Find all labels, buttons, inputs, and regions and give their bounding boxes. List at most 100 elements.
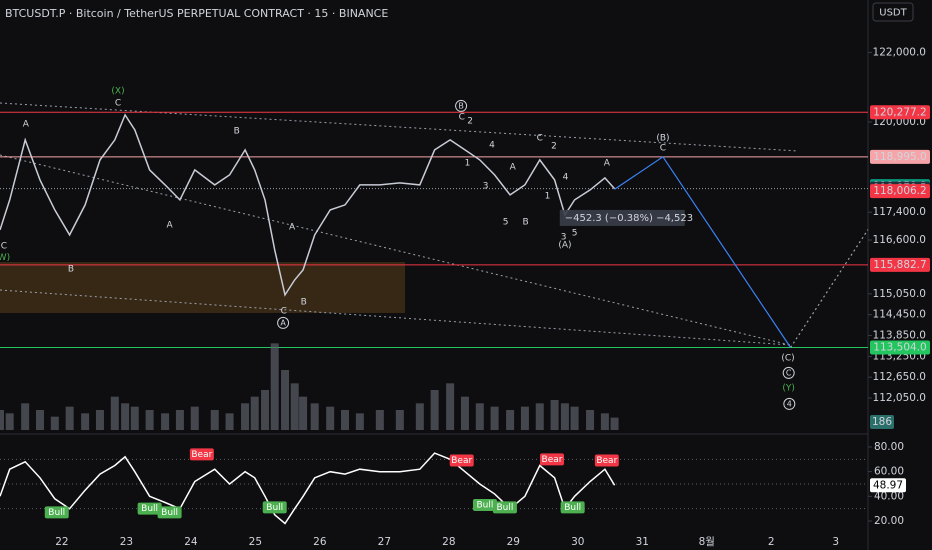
wave-label: A: [280, 318, 286, 327]
volume-bar: [475, 403, 484, 430]
price-tag: [870, 257, 930, 272]
wave-label: 3: [561, 232, 567, 242]
measure-label: −452.3 (−0.38%) −4,523: [565, 213, 693, 224]
wave-label: W): [0, 253, 10, 263]
wave-label: A: [289, 222, 296, 232]
wave-label: B: [458, 101, 464, 110]
volume-bar: [341, 410, 350, 430]
signal-box: [157, 506, 182, 519]
volume-bar: [5, 413, 14, 430]
wave-label: B: [234, 126, 240, 136]
volume-bar: [375, 410, 384, 430]
volume-bar: [50, 416, 59, 430]
wave-label: 1: [465, 158, 471, 168]
y-tick-label: 122,000.0: [873, 46, 926, 58]
wave-label: 1: [545, 191, 551, 201]
wave-label: 3: [483, 181, 489, 191]
volume-bar: [110, 396, 119, 430]
signal-label: Bull: [161, 508, 178, 518]
wave-label: 5: [503, 217, 509, 227]
y-tick-label: 40.00: [874, 490, 904, 502]
wave-label: 2: [551, 141, 557, 151]
volume-bar: [250, 396, 259, 430]
y-tick-label: 112,650.0: [873, 371, 926, 383]
trendline: [0, 154, 791, 346]
y-tick-label: 20.00: [874, 515, 904, 527]
x-tick-label: 27: [378, 536, 391, 548]
zone-box: [0, 262, 405, 313]
currency-button[interactable]: [872, 2, 914, 22]
signal-label: Bear: [542, 455, 563, 465]
volume-bar: [355, 413, 364, 430]
wave-label: C: [281, 306, 287, 316]
y-tick-label: 113,850.0: [873, 330, 926, 342]
wave-label: B: [68, 264, 74, 274]
wave-label: 5: [572, 228, 578, 238]
x-tick-label: 28: [442, 536, 455, 548]
wave-label: (A): [558, 240, 571, 250]
volume-bar: [490, 406, 499, 430]
price-tag: [870, 184, 930, 199]
x-tick-label: 2: [768, 536, 775, 548]
y-tick-label: 117,400.0: [873, 206, 926, 218]
x-tick-label: 8월: [699, 536, 715, 548]
wave-label: 2: [467, 116, 473, 126]
signal-box: [472, 498, 497, 511]
wave-circle: [277, 316, 290, 329]
volume-bar: [130, 406, 139, 430]
x-tick-label: 29: [507, 536, 520, 548]
price-tag: [870, 105, 930, 120]
y-tick-label: 80.00: [874, 441, 904, 453]
wave-label: B: [522, 217, 528, 227]
price-line: [0, 452, 616, 525]
price-tag: [870, 340, 930, 355]
signal-label: Bull: [141, 504, 158, 514]
volume-bar: [0, 410, 4, 430]
price-tag-label: 113,504.0: [873, 342, 926, 354]
wave-label: B: [301, 297, 307, 307]
signal-label: Bull: [564, 503, 581, 513]
volume-bar: [430, 390, 439, 430]
signal-box: [44, 506, 69, 519]
volume-bar: [35, 410, 44, 430]
volume-bar: [161, 413, 170, 430]
volume-bar: [175, 410, 184, 430]
wave-label: C: [115, 98, 121, 108]
trendline: [0, 102, 799, 152]
volume-bar: [310, 403, 319, 430]
signal-box: [262, 501, 287, 514]
currency-label[interactable]: USDT: [879, 8, 907, 19]
volume-bar: [65, 406, 74, 430]
wave-label: (Y): [782, 383, 795, 393]
signal-box: [449, 454, 474, 467]
volume-bar: [21, 403, 30, 430]
volume-bar: [190, 406, 199, 430]
wave-label: 4: [563, 172, 569, 182]
x-tick-label: 22: [55, 536, 68, 548]
signal-box: [540, 453, 565, 466]
y-tick-label: 116,600.0: [873, 234, 926, 246]
volume-bar: [281, 370, 290, 430]
volume-bar: [121, 403, 130, 430]
x-tick-label: 26: [313, 536, 327, 548]
trendline: [0, 289, 791, 346]
volume-bar: [95, 410, 104, 430]
signal-label: Bull: [496, 503, 513, 513]
volume-bar: [460, 396, 469, 430]
signal-label: Bear: [596, 456, 617, 466]
wave-label: 4: [489, 140, 495, 150]
volume-bar: [270, 343, 279, 430]
rsi-tag-label: 48.97: [873, 479, 903, 491]
volume-bar: [600, 413, 609, 430]
volume-bar: [81, 413, 90, 430]
price-line: [0, 113, 616, 297]
wave-label: C: [459, 112, 465, 122]
rsi-tag: [870, 478, 906, 493]
signal-label: Bull: [476, 500, 493, 510]
wave-circle: [782, 366, 795, 379]
volume-bar: [535, 403, 544, 430]
signal-box: [594, 454, 619, 467]
wave-label: C: [537, 133, 543, 143]
wave-label: C: [660, 143, 666, 153]
